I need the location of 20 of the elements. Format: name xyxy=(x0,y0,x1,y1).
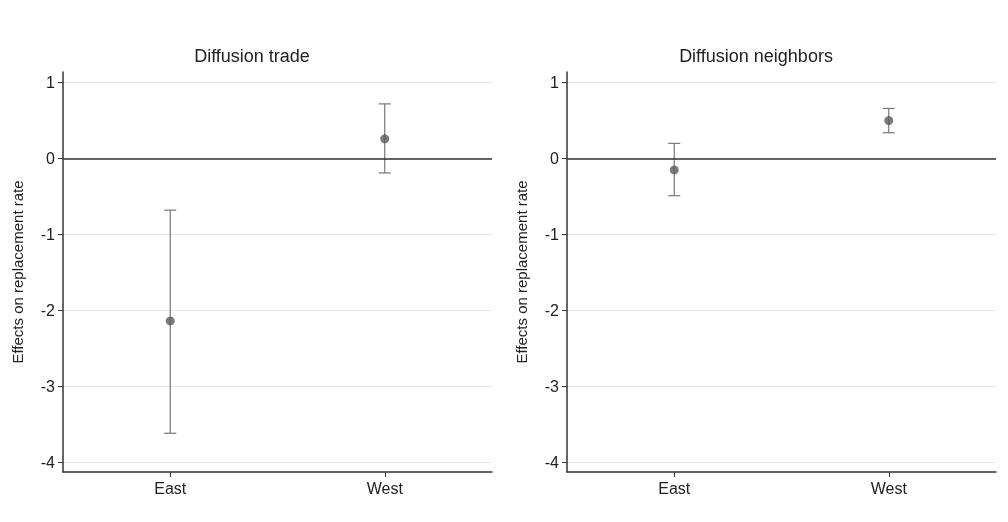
y-tick-label: -1 xyxy=(40,225,56,243)
x-tick-label: West xyxy=(366,479,404,497)
y-tick-label: -3 xyxy=(544,377,560,395)
y-tick-label: 0 xyxy=(46,150,56,168)
y-tick-label: 1 xyxy=(46,74,56,92)
x-tick-label: East xyxy=(154,479,187,497)
y-axis-title: Effects on replacement rate xyxy=(513,180,530,364)
x-tick-label: East xyxy=(658,479,691,497)
y-tick-label: 1 xyxy=(550,74,560,92)
y-tick-label: -2 xyxy=(544,301,560,319)
y-tick-label: -1 xyxy=(544,225,560,243)
y-tick-label: -4 xyxy=(40,453,56,471)
y-tick-label: -2 xyxy=(40,301,56,319)
chart-title: Diffusion trade xyxy=(194,46,310,66)
y-axis-title: Effects on replacement rate xyxy=(9,180,26,364)
y-tick-label: -4 xyxy=(544,453,560,471)
y-tick-label: 0 xyxy=(550,150,560,168)
chart-title: Diffusion neighbors xyxy=(679,46,833,66)
y-tick-label: -3 xyxy=(40,377,56,395)
x-tick-label: West xyxy=(870,479,908,497)
